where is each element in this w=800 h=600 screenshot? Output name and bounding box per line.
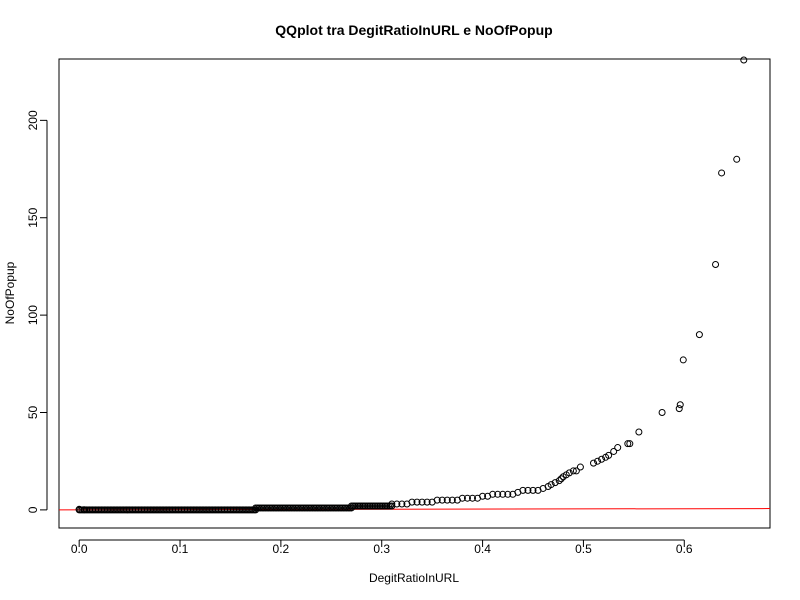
points-layer <box>75 56 748 514</box>
data-point <box>443 496 451 504</box>
data-point <box>529 486 537 494</box>
x-tick-label: 0.6 <box>676 542 693 556</box>
data-point <box>423 498 431 506</box>
data-point <box>413 498 421 506</box>
data-point <box>733 155 741 163</box>
data-point <box>393 500 401 508</box>
x-tick-label: 0.5 <box>575 542 592 556</box>
y-tick-label: 150 <box>26 207 40 227</box>
data-point <box>398 500 406 508</box>
data-point <box>524 486 532 494</box>
data-point <box>598 455 606 463</box>
data-point <box>75 505 83 513</box>
data-point <box>80 506 88 514</box>
data-point <box>499 490 507 498</box>
data-point <box>408 498 416 506</box>
y-axis-label: NoOfPopup <box>3 261 17 324</box>
data-point <box>605 451 613 459</box>
x-tick-label: 0.2 <box>273 542 290 556</box>
x-tick-label: 0.0 <box>71 542 88 556</box>
data-point <box>494 490 502 498</box>
data-point <box>590 459 598 467</box>
data-point <box>489 490 497 498</box>
data-point <box>740 56 748 64</box>
x-axis-label: DegitRatioInURL <box>369 571 459 585</box>
data-point <box>458 494 466 502</box>
data-point <box>676 401 684 409</box>
data-point <box>572 467 580 475</box>
data-point <box>448 496 456 504</box>
data-point <box>569 467 577 475</box>
plot-frame <box>58 58 771 529</box>
y-tick-label: 50 <box>26 406 40 420</box>
y-tick-label: 200 <box>26 110 40 130</box>
chart-title: QQplot tra DegitRatioInURL e NoOfPopup <box>275 22 552 38</box>
data-point <box>565 469 573 477</box>
data-point <box>576 463 584 471</box>
data-point <box>555 477 563 485</box>
y-tick-label: 100 <box>26 305 40 325</box>
data-point <box>712 260 720 268</box>
data-point <box>433 496 441 504</box>
x-tick-label: 0.1 <box>172 542 189 556</box>
data-point <box>504 490 512 498</box>
data-point <box>547 481 555 489</box>
x-tick-label: 0.4 <box>474 542 491 556</box>
data-point <box>675 405 683 413</box>
data-point <box>614 444 622 452</box>
y-tick-label: 0 <box>26 506 40 513</box>
data-point <box>610 447 618 455</box>
data-point <box>635 428 643 436</box>
data-point <box>718 169 726 177</box>
data-point <box>679 356 687 364</box>
data-point <box>551 479 559 487</box>
data-point <box>695 331 703 339</box>
data-point <box>418 498 426 506</box>
data-point <box>594 457 602 465</box>
data-point <box>438 496 446 504</box>
data-point <box>468 494 476 502</box>
data-point <box>479 492 487 500</box>
data-point <box>624 440 632 448</box>
y-axis: 0 50 100 150 200 <box>26 110 48 513</box>
data-point <box>388 500 396 508</box>
x-tick-label: 0.3 <box>373 542 390 556</box>
x-axis: 0.0 0.1 0.2 0.3 0.4 0.5 0.6 <box>71 539 693 556</box>
data-point <box>626 440 634 448</box>
data-point <box>463 494 471 502</box>
data-point <box>519 486 527 494</box>
data-point <box>658 409 666 416</box>
data-point <box>557 475 565 483</box>
